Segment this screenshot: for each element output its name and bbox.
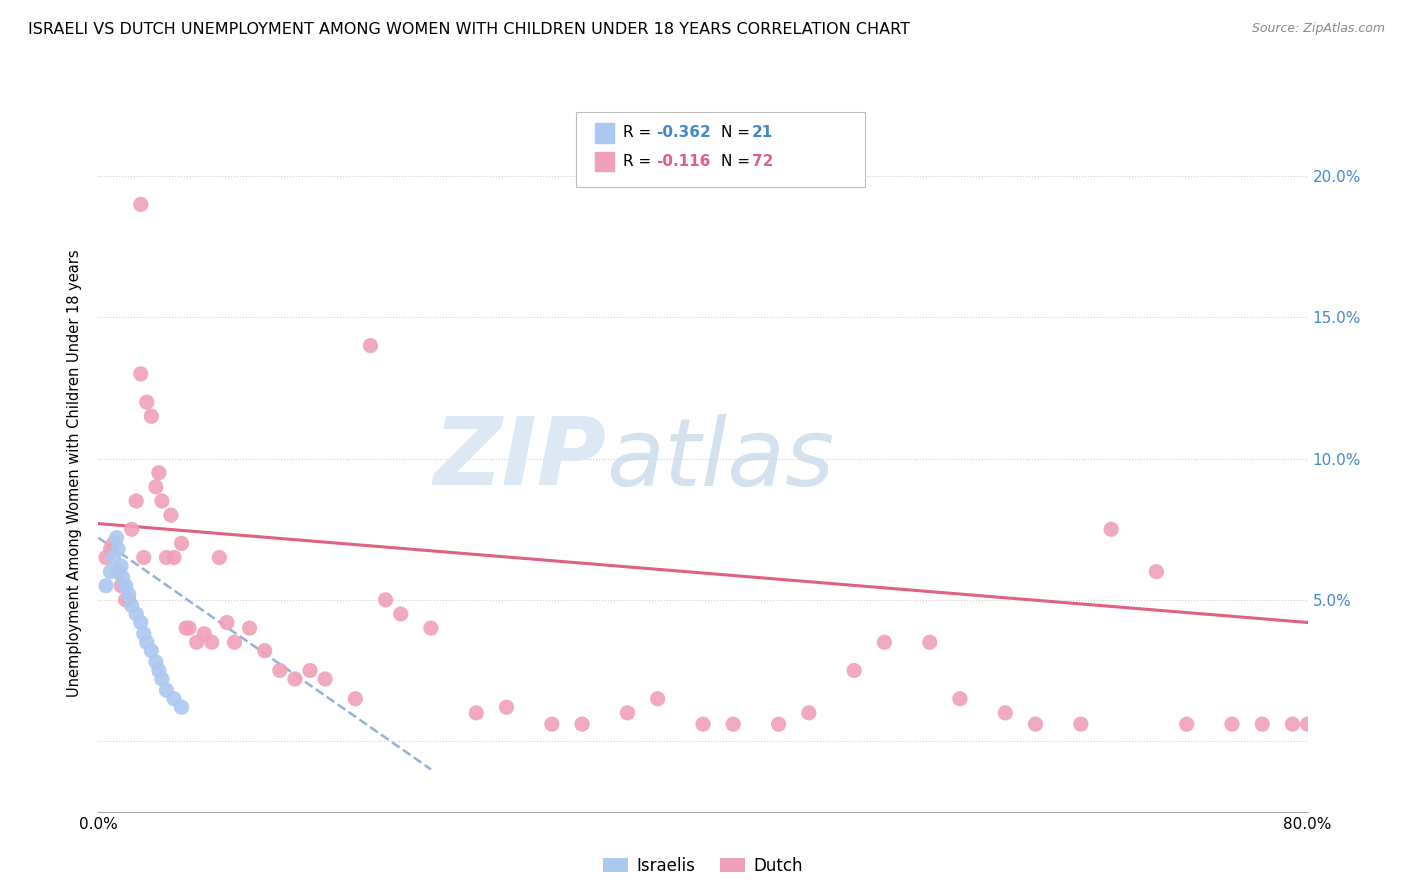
Text: 21: 21	[752, 126, 773, 140]
Point	[132, 626, 155, 640]
Point	[571, 717, 593, 731]
Point	[1024, 717, 1046, 731]
Point	[129, 367, 152, 381]
Point	[844, 664, 866, 678]
Point	[179, 621, 201, 635]
Text: atlas: atlas	[606, 414, 835, 505]
Point	[155, 550, 177, 565]
Point	[141, 409, 163, 424]
Text: ISRAELI VS DUTCH UNEMPLOYMENT AMONG WOMEN WITH CHILDREN UNDER 18 YEARS CORRELATI: ISRAELI VS DUTCH UNEMPLOYMENT AMONG WOME…	[28, 22, 910, 37]
Point	[1220, 717, 1243, 731]
Point	[103, 550, 125, 565]
Point	[114, 592, 136, 607]
Point	[170, 536, 193, 550]
Point	[723, 717, 745, 731]
Point	[1144, 565, 1167, 579]
Point	[155, 683, 177, 698]
Point	[148, 664, 170, 678]
Point	[94, 579, 117, 593]
Text: ZIP: ZIP	[433, 413, 606, 505]
Point	[344, 691, 367, 706]
Point	[121, 522, 143, 536]
Point	[239, 621, 262, 635]
Point	[420, 621, 443, 635]
Point	[103, 536, 125, 550]
Point	[118, 592, 141, 607]
Point	[284, 672, 307, 686]
Point	[208, 550, 231, 565]
Point	[692, 717, 714, 731]
Point	[100, 565, 122, 579]
Point	[186, 635, 208, 649]
Point	[1070, 717, 1092, 731]
Point	[873, 635, 896, 649]
Point	[540, 717, 562, 731]
Point	[269, 664, 291, 678]
Text: N =: N =	[721, 154, 761, 169]
Point	[768, 717, 790, 731]
Point	[125, 607, 148, 621]
Point	[107, 565, 129, 579]
Point	[111, 570, 134, 584]
Text: 72: 72	[752, 154, 773, 169]
Point	[389, 607, 412, 621]
Point	[193, 626, 215, 640]
Point	[1099, 522, 1122, 536]
Point	[132, 550, 155, 565]
Point	[160, 508, 183, 523]
Point	[121, 599, 143, 613]
Point	[100, 541, 122, 557]
Point	[129, 615, 152, 630]
Point	[918, 635, 941, 649]
Point	[314, 672, 336, 686]
Point	[145, 480, 167, 494]
Y-axis label: Unemployment Among Women with Children Under 18 years: Unemployment Among Women with Children U…	[67, 249, 83, 697]
Point	[374, 592, 396, 607]
Point	[110, 558, 132, 574]
Legend: Israelis, Dutch: Israelis, Dutch	[596, 850, 810, 881]
Point	[949, 691, 972, 706]
Point	[647, 691, 669, 706]
Point	[163, 550, 186, 565]
Point	[135, 635, 157, 649]
Point	[1251, 717, 1274, 731]
Point	[163, 691, 186, 706]
Point	[215, 615, 238, 630]
Point	[299, 664, 322, 678]
Point	[616, 706, 638, 720]
Point	[135, 395, 157, 409]
Text: -0.116: -0.116	[657, 154, 711, 169]
Point	[150, 672, 173, 686]
Point	[224, 635, 246, 649]
Point	[201, 635, 224, 649]
Point	[110, 579, 132, 593]
Text: Source: ZipAtlas.com: Source: ZipAtlas.com	[1251, 22, 1385, 36]
Point	[125, 494, 148, 508]
Point	[145, 655, 167, 669]
Point	[174, 621, 197, 635]
Point	[148, 466, 170, 480]
Point	[1281, 717, 1303, 731]
Point	[170, 700, 193, 714]
Point	[105, 531, 128, 545]
Point	[141, 644, 163, 658]
Point	[1296, 717, 1319, 731]
Point	[360, 338, 382, 352]
Point	[94, 550, 117, 565]
Point	[1175, 717, 1198, 731]
Point	[150, 494, 173, 508]
Point	[129, 197, 152, 211]
Point	[107, 541, 129, 557]
Point	[118, 587, 141, 601]
Text: N =: N =	[721, 126, 761, 140]
Text: -0.362: -0.362	[657, 126, 711, 140]
Point	[114, 579, 136, 593]
Point	[994, 706, 1017, 720]
Point	[797, 706, 820, 720]
Point	[495, 700, 517, 714]
Point	[465, 706, 488, 720]
Text: R =: R =	[623, 154, 661, 169]
Text: R =: R =	[623, 126, 661, 140]
Point	[253, 644, 276, 658]
